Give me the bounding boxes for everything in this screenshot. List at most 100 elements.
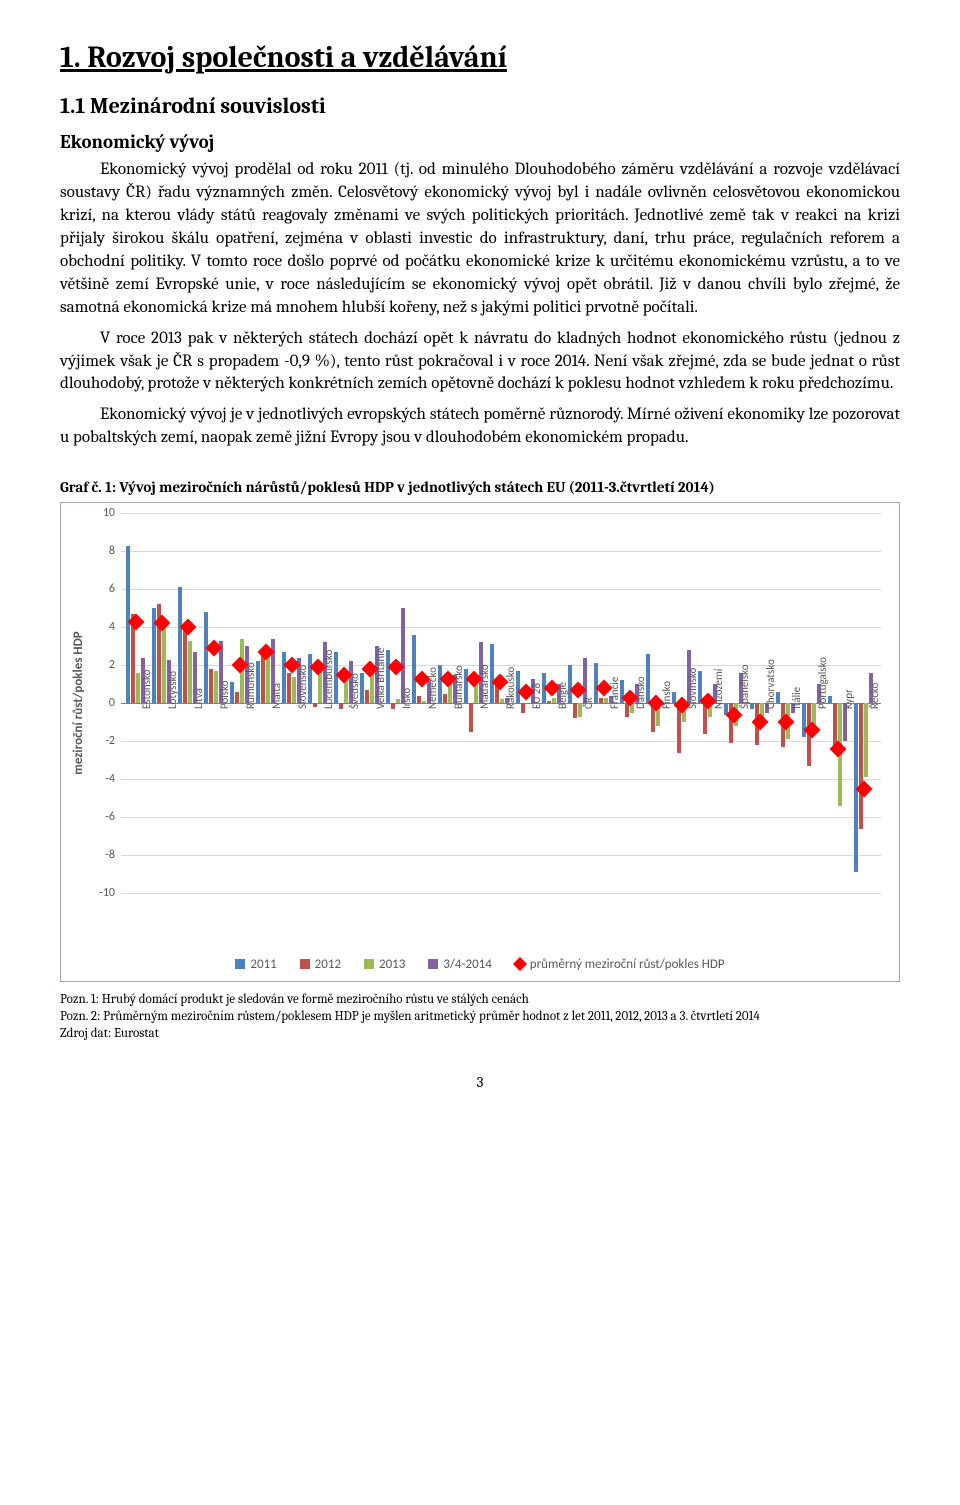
note-1: Pozn. 1: Hrubý domácí produkt je sledová…: [60, 992, 900, 1009]
bar: [308, 654, 312, 703]
data-source: Zdroj dat: Eurostat: [60, 1026, 900, 1043]
category-label: Chorvatsko: [764, 659, 777, 709]
y-tick-label: -2: [87, 734, 115, 748]
bar: [568, 665, 572, 703]
bar: [599, 698, 603, 704]
legend-item: 2012: [300, 957, 341, 972]
category-label: Španělsko: [738, 665, 751, 710]
bar: [594, 663, 598, 703]
legend-label: 2011: [250, 957, 276, 972]
grid-line: [121, 513, 881, 514]
category-label: Švédsko: [348, 673, 361, 709]
document-page: 1. Rozvoj společnosti a vzdělávání 1.1 M…: [0, 0, 960, 1121]
y-tick-label: -4: [87, 772, 115, 786]
category-label: Kypr: [842, 689, 855, 709]
category-label: Rumunsko: [244, 662, 257, 709]
category-label: Polsko: [218, 681, 231, 710]
legend-item: 2011: [235, 957, 276, 972]
bar: [178, 587, 182, 703]
page-number: 3: [60, 1073, 900, 1091]
legend-swatch: [235, 959, 245, 969]
grid-line: [121, 627, 881, 628]
bar: [365, 690, 369, 703]
legend-item: 3/4-2014: [428, 957, 492, 972]
paragraph-2: V roce 2013 pak v některých státech doch…: [60, 328, 900, 397]
category-label: Finsko: [660, 681, 673, 709]
legend-swatch: [428, 959, 438, 969]
legend-swatch: [364, 959, 374, 969]
bar: [256, 661, 260, 703]
paragraph-1: Ekonomický vývoj prodělal od roku 2011 (…: [60, 159, 900, 320]
y-tick-label: -10: [87, 886, 115, 900]
bar: [547, 701, 551, 703]
category-label: Slovinsko: [686, 668, 699, 709]
grid-line: [121, 817, 881, 818]
category-label: Itálie: [790, 687, 803, 709]
bar: [417, 696, 421, 704]
category-label: Německo: [426, 667, 439, 709]
grid-line: [121, 551, 881, 552]
category-label: Dánsko: [634, 677, 647, 710]
gdp-chart: meziroční růst/pokles HDP -10-8-6-4-2024…: [60, 502, 900, 982]
bar: [391, 703, 395, 709]
bar: [183, 631, 187, 703]
grid-line: [121, 855, 881, 856]
category-label: Belgie: [556, 682, 569, 709]
chart-legend: 2011 2012 2013 3/4-2014 průměrný meziroč…: [61, 957, 899, 974]
y-tick-label: 6: [87, 582, 115, 596]
y-tick-label: -6: [87, 810, 115, 824]
y-tick-label: 8: [87, 544, 115, 558]
bar: [204, 612, 208, 703]
bar: [750, 703, 754, 709]
bar: [464, 669, 468, 703]
legend-swatch: [300, 959, 310, 969]
category-label: Bulharsko: [452, 666, 465, 710]
bar: [521, 703, 525, 713]
grid-line: [121, 741, 881, 742]
bar: [287, 673, 291, 703]
legend-label: 2013: [379, 957, 405, 972]
category-label: Velká Británie: [374, 648, 387, 709]
avg-marker: [751, 714, 768, 731]
plot-area: -10-8-6-4-20246810EstonskoLotyšskoLitvaP…: [121, 513, 881, 893]
category-label: Francie: [608, 677, 621, 709]
category-label: Portugalsko: [816, 657, 829, 709]
grid-line: [121, 779, 881, 780]
category-label: Litva: [192, 688, 205, 709]
category-label: Irsko: [400, 688, 413, 709]
y-tick-label: 2: [87, 658, 115, 672]
bar: [776, 692, 780, 703]
legend-item: průměrný meziroční růst/pokles HDP: [515, 957, 725, 972]
avg-marker: [777, 714, 794, 731]
category-label: Nizozemí: [712, 669, 725, 709]
bar: [235, 692, 239, 703]
bar: [828, 696, 832, 704]
heading-1: 1. Rozvoj společnosti a vzdělávání: [60, 40, 900, 75]
legend-item: 2013: [364, 957, 405, 972]
category-label: Malta: [270, 683, 283, 709]
bar: [209, 669, 213, 703]
legend-label: 3/4-2014: [443, 957, 492, 972]
y-tick-label: 0: [87, 696, 115, 710]
category-label: Lucembursko: [322, 650, 335, 709]
bar: [412, 635, 416, 703]
bar: [516, 671, 520, 703]
bar: [573, 703, 577, 718]
bar: [864, 703, 868, 777]
heading-3: Ekonomický vývoj: [60, 131, 900, 153]
chart-notes: Pozn. 1: Hrubý domácí produkt je sledová…: [60, 992, 900, 1043]
bar: [313, 703, 317, 707]
paragraph-3: Ekonomický vývoj je v jednotlivých evrop…: [60, 404, 900, 450]
avg-marker: [829, 740, 846, 757]
bar: [230, 682, 234, 703]
legend-swatch-diamond: [513, 957, 527, 971]
category-label: Estonsko: [140, 670, 153, 709]
grid-line: [121, 589, 881, 590]
category-label: EU 28: [530, 683, 543, 709]
category-label: Rakousko: [504, 667, 517, 709]
bar: [443, 694, 447, 704]
legend-label: průměrný meziroční růst/pokles HDP: [530, 957, 725, 972]
category-label: Maďarsko: [478, 665, 491, 710]
y-axis-label: meziroční růst/pokles HDP: [71, 632, 86, 775]
grid-line: [121, 893, 881, 894]
